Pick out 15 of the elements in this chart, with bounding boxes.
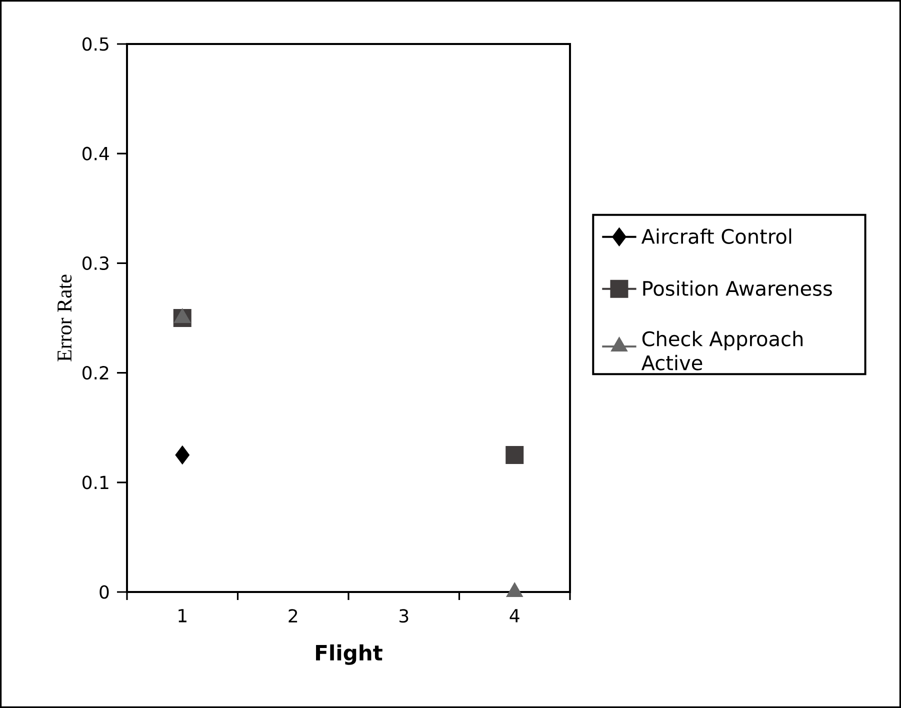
y-tick-label: 0.3: [82, 256, 108, 270]
legend-label: Position Awareness: [643, 280, 832, 296]
legend-label: Check Approach Active: [641, 330, 803, 370]
y-tick-label: 0.1: [82, 476, 108, 490]
x-tick-label: 2: [288, 609, 298, 622]
y-tick-label: 0: [100, 585, 109, 599]
x-axis-title: Flight: [316, 644, 382, 665]
x-tick-label: 4: [510, 609, 520, 622]
x-tick-label: 1: [178, 609, 186, 622]
y-tick-label: 0.5: [82, 37, 108, 51]
legend-label: Aircraft Control: [641, 228, 792, 244]
y-axis-title: Error Rate: [58, 274, 72, 362]
x-tick-label: 3: [400, 609, 408, 623]
y-tick-label: 0.4: [82, 146, 109, 160]
y-tick-label: 0.2: [82, 366, 108, 380]
